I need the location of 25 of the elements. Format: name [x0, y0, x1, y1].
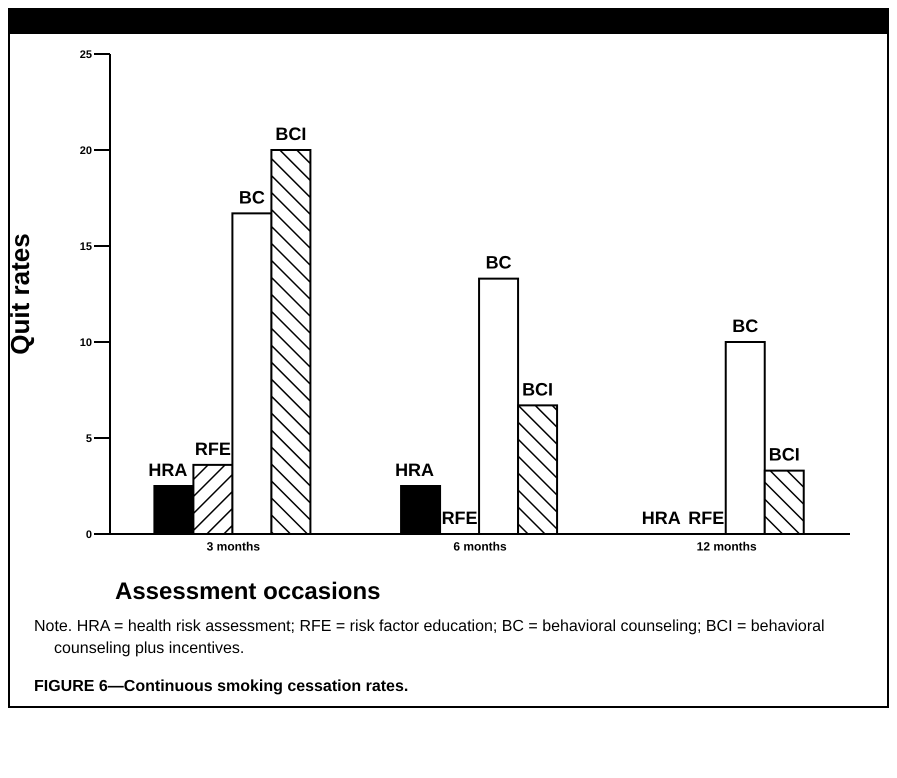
y-axis-title: Quit rates — [5, 233, 36, 355]
x-tick-label: 12 months — [696, 540, 757, 554]
y-tick-label: 25 — [80, 48, 92, 61]
x-axis-title: Assessment occasions — [114, 578, 382, 606]
text: BCI — [522, 379, 554, 400]
series-label: BCI — [275, 124, 306, 144]
y-tick-label: 15 — [80, 240, 92, 253]
y-tick-label: 5 — [86, 432, 92, 445]
series-label: RFE — [194, 438, 231, 459]
y-tick-label: 20 — [80, 144, 92, 157]
x-tick-label: 6 months — [453, 540, 507, 554]
y-tick-label: 10 — [80, 336, 92, 349]
text: HRA — [642, 508, 681, 528]
text: BCI — [768, 444, 800, 465]
text: BC — [732, 316, 758, 336]
text: BC — [486, 252, 512, 273]
text: Note. HRA = health risk assessment; RFE = risk factor education; BC = behavioral counseling; BCI = behavioral counseling plus incentives. — [33, 617, 826, 659]
text: FIGURE 6—Continuous smoking cessation rates. — [33, 677, 410, 697]
series-label: HRA — [148, 460, 188, 480]
text: RFE — [442, 508, 478, 528]
text: HRA — [395, 460, 434, 480]
series-label: BC — [238, 187, 265, 208]
y-tick-label: 0 — [86, 528, 92, 541]
x-tick-label: 3 months — [206, 540, 260, 554]
text: RFE — [688, 508, 724, 528]
